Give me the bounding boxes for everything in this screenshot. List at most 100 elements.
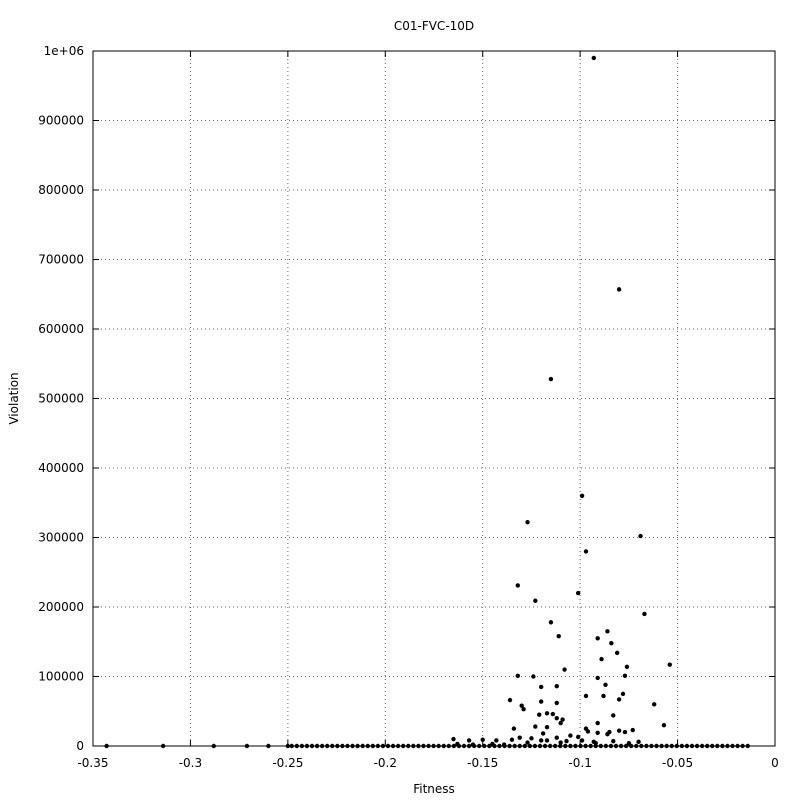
y-tick-label: 700000	[38, 253, 84, 267]
data-point	[622, 729, 628, 735]
data-point	[531, 674, 536, 679]
data-point	[616, 728, 622, 733]
data-point	[512, 743, 517, 749]
data-point	[554, 716, 559, 721]
data-point	[480, 737, 485, 742]
data-point	[515, 673, 520, 679]
data-point	[628, 743, 634, 749]
data-point	[411, 743, 416, 749]
data-point	[345, 743, 350, 749]
x-tick-label: -0.1	[568, 756, 591, 770]
data-point	[684, 743, 690, 749]
data-point	[395, 743, 401, 749]
data-point	[390, 743, 396, 749]
data-point	[595, 636, 600, 641]
data-point	[620, 691, 626, 697]
data-point	[595, 730, 600, 735]
data-point	[527, 743, 533, 749]
data-point	[446, 743, 452, 749]
data-point	[618, 743, 624, 749]
data-point	[355, 743, 360, 749]
data-point	[578, 743, 583, 749]
data-point	[588, 743, 593, 749]
data-point	[494, 738, 499, 743]
tick-labels: -0.35 -0.3 -0.25 -0.2 -0.15 -0.1 -0.05 0 0 100000…	[38, 44, 779, 770]
data-point	[519, 703, 524, 708]
data-point	[471, 743, 477, 749]
data-point	[654, 743, 659, 749]
data-point	[661, 722, 667, 728]
data-point	[538, 684, 544, 690]
data-point	[583, 549, 589, 554]
data-point	[537, 712, 542, 717]
data-point	[669, 743, 674, 749]
data-point	[550, 711, 556, 717]
data-point	[538, 738, 544, 743]
data-point	[211, 743, 217, 749]
data-point	[638, 533, 643, 539]
data-point	[579, 493, 585, 498]
data-point	[401, 743, 406, 749]
data-point	[538, 699, 544, 704]
data-point	[266, 743, 271, 749]
y-tick-label: 500000	[38, 392, 84, 406]
data-point	[325, 743, 330, 749]
data-point	[319, 743, 325, 749]
data-point	[517, 735, 522, 740]
data-point	[350, 743, 355, 749]
data-point	[431, 743, 436, 749]
data-point	[365, 743, 370, 749]
x-tick-label: -0.2	[374, 756, 397, 770]
data-point	[614, 650, 620, 656]
data-point	[466, 738, 472, 743]
data-point	[426, 743, 431, 749]
data-point	[573, 743, 578, 749]
data-point	[380, 743, 386, 749]
y-tick-label: 0	[76, 739, 84, 753]
y-tick-label: 1e+06	[44, 44, 84, 58]
data-point	[598, 743, 603, 749]
data-point	[540, 731, 546, 736]
data-point	[622, 673, 628, 679]
data-point	[515, 583, 520, 588]
x-tick-label: -0.3	[179, 756, 202, 770]
data-point	[406, 743, 411, 749]
data-point	[477, 743, 482, 749]
data-point	[605, 629, 610, 634]
data-point	[517, 743, 522, 749]
data-point	[104, 743, 109, 749]
data-point	[533, 724, 538, 729]
data-point	[521, 706, 526, 712]
data-point	[601, 693, 606, 699]
data-point	[616, 287, 622, 292]
data-point	[694, 743, 700, 749]
data-point	[547, 743, 553, 749]
y-axis-label: Violation	[7, 372, 21, 424]
data-point	[624, 664, 630, 669]
data-point	[487, 743, 492, 749]
data-point	[507, 697, 513, 703]
data-point	[715, 743, 720, 749]
data-point	[575, 590, 581, 596]
data-point	[735, 743, 740, 749]
data-point	[492, 743, 497, 749]
x-tick-label: 0	[771, 756, 779, 770]
data-point	[537, 743, 543, 749]
data-point	[740, 743, 745, 749]
data-point	[644, 743, 649, 749]
data-point	[441, 743, 446, 749]
data-point	[591, 55, 596, 61]
data-point	[532, 743, 538, 749]
data-point	[554, 684, 559, 689]
data-point	[636, 739, 641, 745]
data-point	[330, 743, 335, 749]
data-point	[585, 729, 591, 734]
data-point	[642, 611, 647, 617]
data-point	[548, 376, 554, 382]
data-point	[725, 743, 730, 749]
data-point	[335, 743, 340, 749]
data-point	[603, 682, 608, 688]
data-point	[611, 713, 616, 718]
data-point	[436, 743, 441, 749]
